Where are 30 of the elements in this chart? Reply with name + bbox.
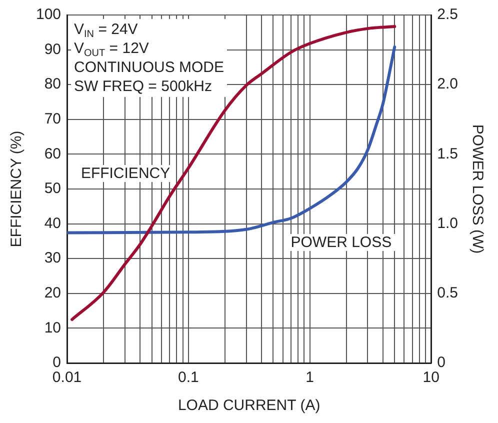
- y-tick-label: 100: [36, 6, 62, 24]
- x-tick-label: 1: [306, 369, 314, 386]
- annotation: V$_{IN}$ = 24V: [74, 20, 139, 40]
- y2-tick-label: 2.0: [437, 76, 458, 93]
- y2-tick-label: 0.5: [437, 284, 458, 302]
- y-tick-label: 80: [44, 76, 62, 93]
- y2-tick-label: 2.5: [437, 6, 458, 24]
- x-tick-label: 10: [422, 369, 440, 386]
- y-tick-label: 90: [44, 40, 62, 58]
- y2-tick-label: 0: [437, 354, 446, 372]
- y2-tick-label: 1.5: [437, 145, 458, 162]
- y-tick-label: 40: [44, 214, 62, 232]
- y-tick-label: 50: [44, 180, 62, 198]
- y-tick-label: 20: [44, 284, 62, 302]
- y-tick-label: 60: [44, 145, 62, 162]
- y2-tick-label: 1.0: [437, 214, 458, 232]
- series-label: EFFICIENCY: [78, 164, 174, 182]
- y-tick-label: 30: [44, 250, 62, 267]
- annotation: SW FREQ = 500kHz: [74, 77, 213, 96]
- y-axis-title: EFFICIENCY (%): [8, 130, 26, 248]
- x-axis-title: LOAD CURRENT (A): [178, 397, 320, 414]
- y-tick-label: 0: [52, 354, 62, 372]
- y-tick-label: 70: [44, 110, 62, 128]
- y-tick-label: 10: [44, 319, 62, 336]
- y2-axis-title: POWER LOSS (W): [468, 124, 486, 254]
- x-tick-label: 0.01: [52, 369, 82, 386]
- annotation: CONTINUOUS MODE: [74, 58, 224, 77]
- series-label: POWER LOSS: [288, 234, 395, 252]
- x-tick-label: 0.1: [178, 369, 199, 386]
- annotation: V$_{OUT}$ = 12V: [74, 39, 150, 59]
